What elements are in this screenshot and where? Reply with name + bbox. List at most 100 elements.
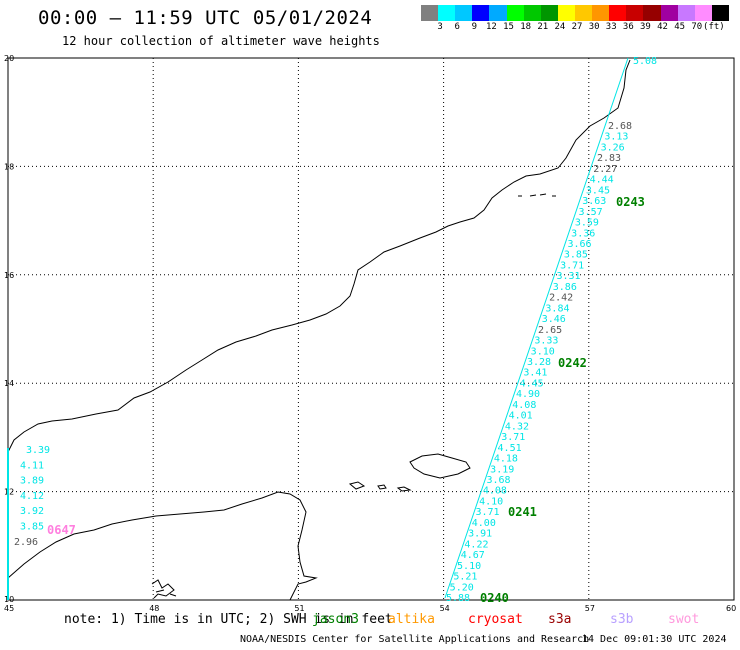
wave-height-label: 4.44 bbox=[590, 175, 614, 186]
colorbar-swatch bbox=[592, 5, 610, 21]
colorbar-swatch bbox=[438, 5, 456, 21]
wave-height-label: 3.45 bbox=[586, 185, 610, 196]
wave-height-label: 3.71 bbox=[501, 432, 525, 443]
wave-height-label: 2.83 bbox=[597, 153, 621, 164]
colorbar-swatch bbox=[489, 5, 507, 21]
wave-height-label: 3.63 bbox=[582, 196, 606, 207]
y-tick-label: 14 bbox=[4, 379, 14, 388]
colorbar-swatch bbox=[455, 5, 473, 21]
colorbar-label: 36 bbox=[622, 22, 634, 32]
colorbar-label: 12 bbox=[486, 22, 497, 32]
wave-height-label: 5.88 bbox=[446, 593, 470, 604]
wave-height-label: 4.67 bbox=[461, 550, 485, 561]
legend-item: altika bbox=[388, 612, 435, 627]
pass-time-label: 0647 bbox=[47, 523, 76, 537]
wave-height-label: 3.26 bbox=[601, 142, 625, 153]
x-tick-label: 60 bbox=[726, 604, 736, 613]
coastal-islets bbox=[151, 579, 177, 599]
pass-time-label: 0242 bbox=[558, 356, 587, 370]
colorbar-label: 39 bbox=[640, 22, 651, 32]
y-tick-label: 16 bbox=[4, 271, 14, 280]
colorbar-label: 42 bbox=[657, 22, 668, 32]
x-tick-label: 57 bbox=[585, 604, 595, 613]
colorbar-label: 3 bbox=[437, 22, 443, 32]
map-grid bbox=[8, 58, 734, 600]
colorbar-label: 33 bbox=[605, 22, 617, 32]
pass-time-label: 0240 bbox=[480, 591, 509, 605]
colorbar-swatch bbox=[643, 5, 661, 21]
y-tick-label: 18 bbox=[4, 162, 14, 171]
wave-height-label: 4.18 bbox=[494, 454, 518, 465]
island-small-1 bbox=[348, 481, 366, 490]
wave-height-label: 4.08 bbox=[512, 400, 536, 411]
colorbar-label: 70 bbox=[691, 22, 703, 32]
wave-height-label: 2.65 bbox=[538, 325, 562, 336]
track-left: 3.39 4.11 3.89 4.12 3.92 3.85 2.96 0647 bbox=[7, 445, 76, 600]
wave-height-label: 2.68 bbox=[608, 121, 632, 132]
colorbar-swatch bbox=[557, 5, 575, 21]
colorbar-label: 6 bbox=[454, 22, 460, 32]
legend-item: s3b bbox=[610, 612, 634, 627]
wave-height-label: 3.85 bbox=[564, 250, 588, 261]
wave-height-label: 3.71 bbox=[475, 507, 499, 518]
wave-height-label: 3.71 bbox=[560, 260, 584, 271]
wave-height-label: 2.42 bbox=[549, 293, 573, 304]
wave-height-label: 5.20 bbox=[450, 582, 474, 593]
colorbar-swatch bbox=[574, 5, 593, 21]
wave-height-label: 4.51 bbox=[498, 443, 522, 454]
colorbar-label: 45 bbox=[674, 22, 686, 32]
legend-item: jason3 bbox=[312, 612, 359, 627]
wave-height-label: 4.10 bbox=[479, 496, 503, 507]
wave-height-label: 3.68 bbox=[487, 475, 511, 486]
map-subtitle: 12 hour collection of altimeter wave hei… bbox=[62, 34, 380, 48]
wave-height-label: 3.39 bbox=[26, 445, 50, 456]
wave-height-label: 3.86 bbox=[553, 282, 577, 293]
coastline-north bbox=[7, 59, 631, 453]
pass-time-label: 0243 bbox=[616, 195, 645, 209]
wave-height-label: 4.12 bbox=[20, 491, 44, 502]
island-small-3 bbox=[396, 486, 412, 492]
wave-height-label: 4.01 bbox=[509, 411, 533, 422]
wave-height-label: 3.89 bbox=[20, 476, 44, 487]
wave-height-label: 3.13 bbox=[604, 132, 628, 143]
colorbar-swatch bbox=[506, 5, 524, 21]
coastline-south bbox=[7, 491, 318, 601]
y-tick-label: 20 bbox=[4, 54, 14, 63]
wave-height-label: 4.00 bbox=[472, 518, 496, 529]
legend-item: s3a bbox=[548, 612, 572, 627]
wave-height-label: 4.90 bbox=[516, 389, 540, 400]
wave-height-label: 4.45 bbox=[520, 378, 544, 389]
track-line-right bbox=[444, 57, 629, 599]
wave-height-label: 3.28 bbox=[527, 357, 551, 368]
wave-height-label: 4.08 bbox=[483, 486, 507, 497]
colorbar-swatch bbox=[523, 5, 541, 21]
wave-height-label: 3.66 bbox=[568, 239, 592, 250]
wave-height-label: 3.31 bbox=[556, 271, 580, 282]
x-tick-label: 45 bbox=[4, 604, 14, 613]
map-title: 00:00 – 11:59 UTC 05/01/2024 bbox=[38, 7, 373, 29]
colorbar-labels: 3 6 9 12 15 18 21 24 27 30 33 36 39 42 45 70 (ft) bbox=[421, 22, 737, 34]
wave-height-label: 2.27 bbox=[593, 164, 617, 175]
track-right: 5.08 2.683.133.262.832.274.443.453.633.57… bbox=[444, 56, 657, 605]
island-kuria-muria bbox=[518, 193, 556, 197]
legend-item: swot bbox=[668, 612, 700, 627]
wave-height-label: 3.85 bbox=[20, 522, 44, 533]
colorbar-swatch bbox=[660, 5, 678, 21]
map-frame bbox=[7, 57, 735, 601]
y-tick-label: 12 bbox=[4, 488, 14, 497]
wave-height-label: 3.36 bbox=[571, 228, 595, 239]
island-socotra bbox=[409, 453, 471, 479]
credit-text: NOAA/NESDIS Center for Satellite Applica… bbox=[240, 634, 590, 645]
credit-timestamp: 14 Dec 09:01:30 UTC 2024 bbox=[582, 634, 727, 645]
note-text: note: 1) Time is in UTC; 2) SWH is in fe… bbox=[64, 612, 393, 627]
x-tick-label: 54 bbox=[440, 604, 450, 613]
x-tick-label: 51 bbox=[294, 604, 304, 613]
y-tick-label: 10 bbox=[4, 595, 14, 604]
colorbar-label: 27 bbox=[571, 22, 583, 32]
wave-height-label: 3.41 bbox=[523, 368, 547, 379]
colorbar-swatch bbox=[626, 5, 644, 21]
colorbar-label: 15 bbox=[503, 22, 514, 32]
wave-height-label: 5.10 bbox=[457, 561, 481, 572]
wave-height-label: 4.11 bbox=[20, 460, 44, 471]
